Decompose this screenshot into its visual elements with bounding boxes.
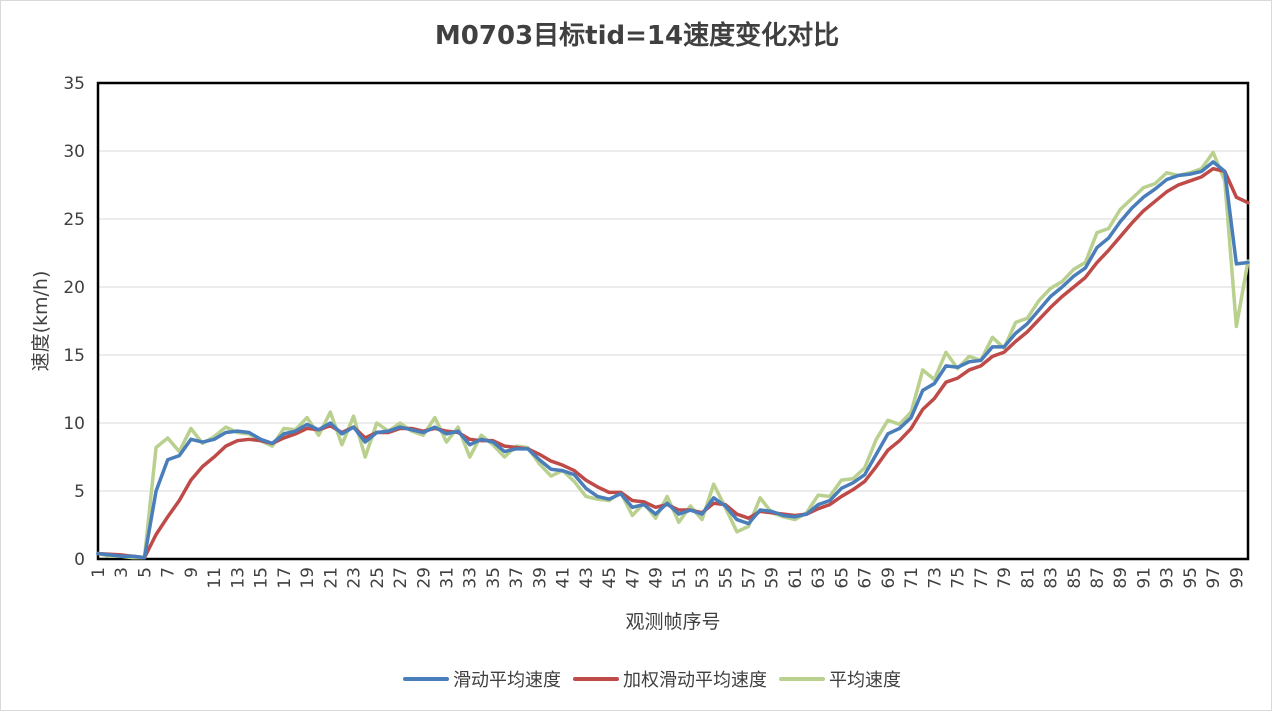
x-tick-label: 61 (786, 567, 806, 589)
x-tick-label: 85 (1065, 567, 1085, 589)
x-tick-label: 17 (275, 567, 295, 589)
legend-label: 加权滑动平均速度 (623, 670, 767, 691)
y-tick-label: 10 (63, 414, 85, 434)
series-lines (96, 150, 1250, 560)
x-tick-label: 79 (995, 567, 1015, 589)
x-tick-label: 69 (879, 567, 899, 589)
x-tick-label: 91 (1134, 567, 1154, 589)
x-tick-label: 53 (693, 567, 713, 589)
x-tick-label: 31 (437, 567, 457, 589)
x-tick-label: 39 (530, 567, 550, 589)
x-tick-label: 41 (554, 567, 574, 589)
x-tick-label: 57 (740, 567, 760, 589)
x-tick-label: 73 (925, 567, 945, 589)
x-tick-label: 23 (345, 567, 365, 589)
x-axis-ticks: 1 3 5 7 9 11 13 15 17 19 21 23 25 27 29 31 33 35 37 39 41 43 4… (89, 567, 1247, 589)
x-tick-label: 51 (670, 567, 690, 589)
legend: 滑动平均速度 加权滑动平均速度 平均速度 (403, 670, 901, 691)
y-tick-label: 20 (63, 278, 85, 298)
x-tick-label: 5 (135, 567, 155, 578)
y-tick-label: 30 (63, 142, 85, 162)
series-line-2 (96, 166, 1250, 560)
x-tick-label: 27 (391, 567, 411, 589)
x-tick-label: 9 (182, 567, 202, 578)
legend-label: 平均速度 (829, 670, 901, 691)
x-tick-label: 93 (1158, 567, 1178, 589)
legend-item: 平均速度 (779, 670, 901, 691)
x-tick-label: 13 (228, 567, 248, 589)
x-tick-label: 29 (414, 567, 434, 589)
x-tick-label: 15 (252, 567, 272, 589)
x-tick-label: 95 (1181, 567, 1201, 589)
x-tick-label: 45 (600, 567, 620, 589)
x-tick-label: 65 (832, 567, 852, 589)
y-tick-label: 0 (74, 550, 85, 570)
x-tick-label: 89 (1111, 567, 1131, 589)
y-tick-label: 25 (63, 210, 85, 230)
x-tick-label: 21 (321, 567, 341, 589)
y-tick-label: 35 (63, 74, 85, 94)
chart-title: M0703目标tid=14速度变化对比 (435, 20, 839, 51)
x-tick-label: 7 (159, 567, 179, 578)
x-tick-label: 77 (972, 567, 992, 589)
legend-item: 加权滑动平均速度 (573, 670, 767, 691)
x-tick-label: 37 (507, 567, 527, 589)
x-tick-label: 59 (763, 567, 783, 589)
x-tick-label: 71 (902, 567, 922, 589)
y-tick-label: 5 (74, 482, 85, 502)
x-tick-label: 75 (949, 567, 969, 589)
plot-area (96, 81, 1250, 561)
x-tick-label: 25 (368, 567, 388, 589)
x-tick-label: 19 (298, 567, 318, 589)
x-tick-label: 97 (1204, 567, 1224, 589)
x-tick-label: 83 (1042, 567, 1062, 589)
x-tick-label: 81 (1018, 567, 1038, 589)
x-tick-label: 99 (1227, 567, 1247, 589)
x-tick-label: 63 (809, 567, 829, 589)
gridlines (98, 150, 1248, 492)
x-tick-label: 47 (623, 567, 643, 589)
x-tick-label: 49 (647, 567, 667, 589)
x-tick-label: 43 (577, 567, 597, 589)
legend-label: 滑动平均速度 (453, 670, 561, 691)
x-tick-label: 3 (112, 567, 132, 578)
y-axis-label: 速度(km/h) (30, 271, 52, 372)
y-axis-ticks: 0 5 10 15 20 25 30 35 (63, 74, 85, 570)
x-tick-label: 1 (89, 567, 109, 578)
series-line-1 (96, 160, 1250, 560)
y-tick-label: 15 (63, 346, 85, 366)
x-axis-label: 观测帧序号 (625, 611, 720, 633)
x-tick-label: 11 (205, 567, 225, 589)
x-tick-label: 87 (1088, 567, 1108, 589)
x-tick-label: 35 (484, 567, 504, 589)
x-tick-label: 67 (856, 567, 876, 589)
x-tick-label: 55 (716, 567, 736, 589)
x-tick-label: 33 (461, 567, 481, 589)
legend-item: 滑动平均速度 (403, 670, 561, 691)
